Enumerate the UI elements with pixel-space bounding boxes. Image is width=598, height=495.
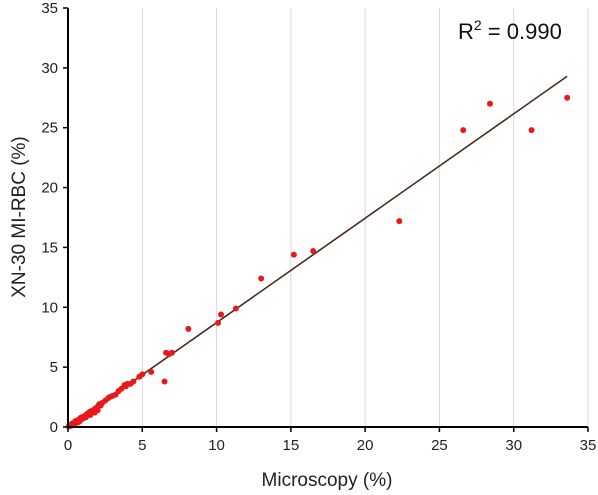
- data-point: [486, 100, 493, 107]
- x-tick-label-35: 35: [580, 437, 597, 454]
- y-tick-label-5: 5: [50, 359, 58, 376]
- data-points: [65, 94, 571, 430]
- x-tick-label-0: 0: [64, 437, 72, 454]
- y-tick-label-20: 20: [41, 180, 58, 197]
- data-point: [130, 378, 137, 385]
- data-point: [185, 325, 192, 332]
- data-point: [396, 218, 403, 225]
- x-tick-label-20: 20: [357, 437, 374, 454]
- x-tick-label-15: 15: [283, 437, 300, 454]
- x-tick-label-25: 25: [431, 437, 448, 454]
- x-tick-labels: 0 5 10 15 20 25 30 35: [64, 437, 597, 454]
- data-point: [232, 305, 239, 312]
- r-squared-prefix: R: [458, 19, 474, 44]
- data-point: [91, 409, 98, 416]
- trendline-layer: [67, 75, 568, 428]
- data-point: [169, 349, 175, 356]
- data-point: [528, 127, 535, 134]
- y-tick-label-0: 0: [50, 419, 58, 436]
- data-point: [218, 311, 225, 318]
- axes: [63, 7, 589, 432]
- y-tick-label-35: 35: [41, 0, 58, 17]
- y-axis-title: XN-30 MI-RBC (%): [9, 136, 30, 298]
- y-tick-label-15: 15: [41, 239, 58, 256]
- data-point: [82, 414, 89, 421]
- y-tick-label-10: 10: [41, 299, 58, 316]
- x-axis-title: Microscopy (%): [262, 470, 393, 491]
- y-tick-label-25: 25: [41, 120, 58, 137]
- r-squared-sup: 2: [474, 17, 482, 33]
- x-tick-label-30: 30: [505, 437, 522, 454]
- data-point: [76, 418, 83, 425]
- data-point: [215, 319, 222, 326]
- data-point: [161, 378, 168, 385]
- data-point: [460, 127, 467, 134]
- data-point: [148, 368, 155, 375]
- y-tick-labels: 0 5 10 15 20 25 30 35: [41, 0, 58, 436]
- data-point: [310, 248, 317, 255]
- x-tick-label-10: 10: [208, 437, 225, 454]
- y-tick-label-30: 30: [41, 60, 58, 77]
- r-squared-annotation: R2 = 0.990: [458, 17, 562, 44]
- data-point: [258, 275, 265, 282]
- x-tick-label-5: 5: [138, 437, 146, 454]
- data-point: [87, 412, 94, 419]
- gridlines: [141, 8, 589, 427]
- data-point: [290, 251, 297, 258]
- data-point: [139, 371, 146, 378]
- r-squared-value: = 0.990: [482, 19, 562, 44]
- trendline: [67, 75, 568, 428]
- data-point: [564, 94, 571, 101]
